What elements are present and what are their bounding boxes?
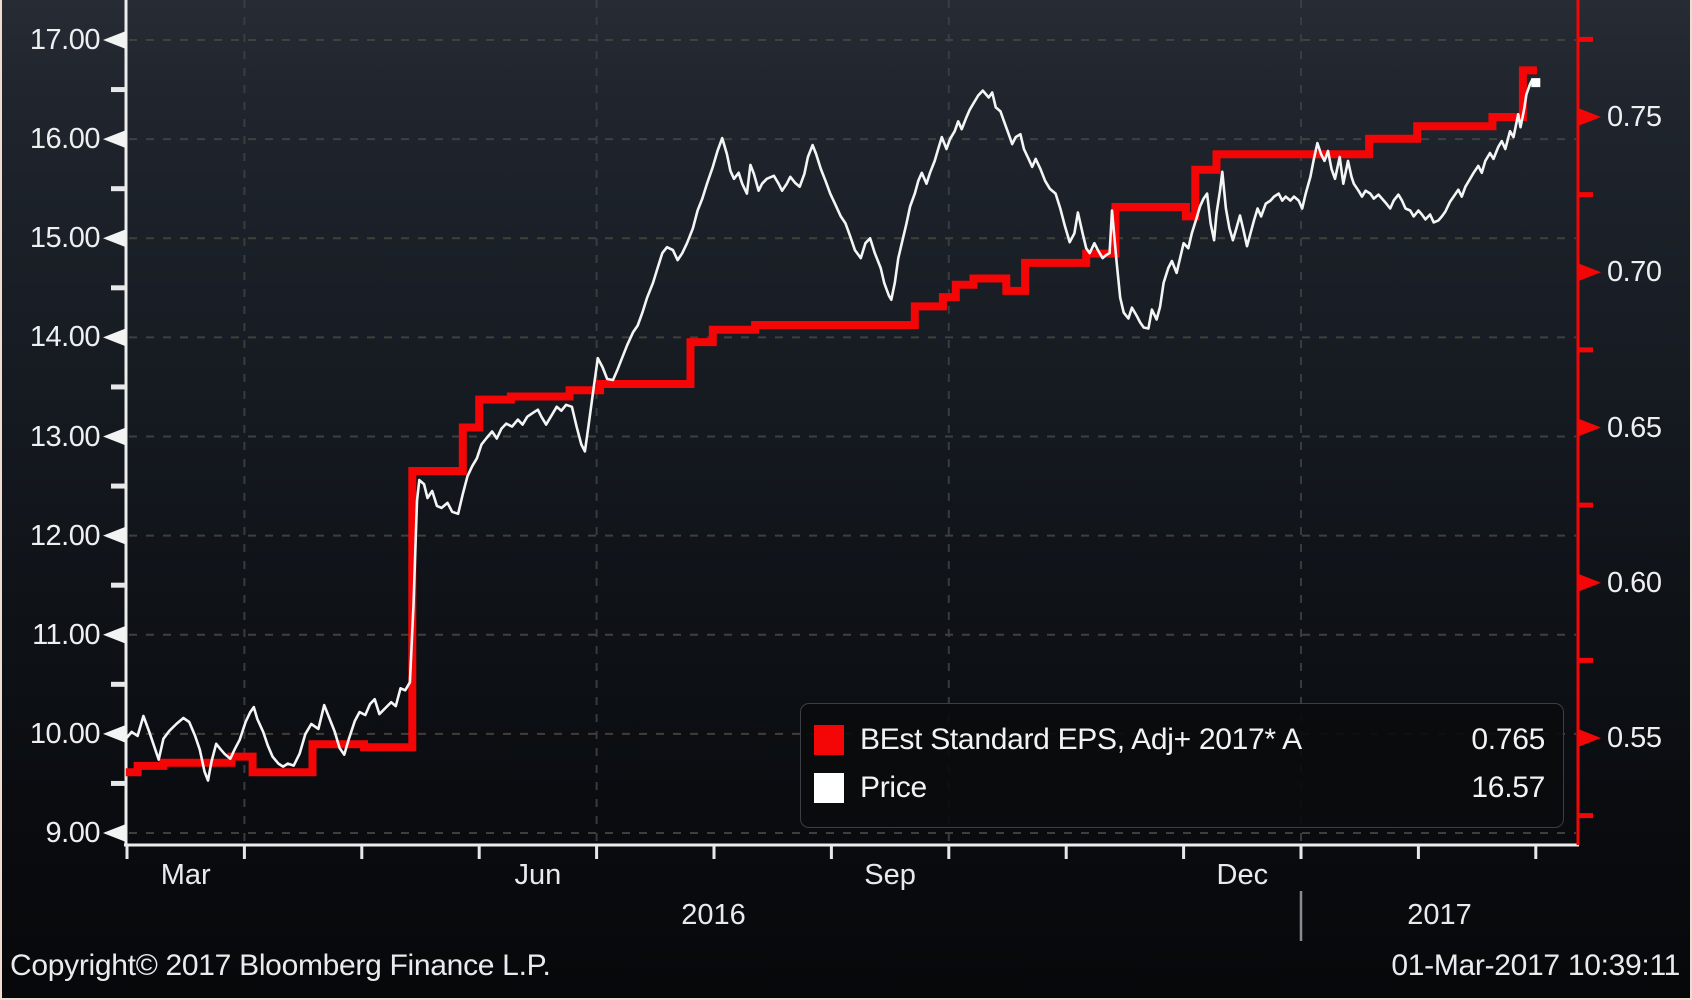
right-axis-minor-tick <box>1578 657 1593 663</box>
legend: BEst Standard EPS, Adj+ 2017* A 0.765 Pr… <box>800 703 1564 828</box>
price-line <box>124 78 1538 782</box>
eps-series-swatch <box>814 725 844 755</box>
left-axis-arrow <box>103 31 126 49</box>
left-axis-arrow <box>103 824 126 842</box>
left-axis-arrow <box>103 625 126 644</box>
price-series-swatch <box>814 773 844 803</box>
right-axis-minor-tick <box>1578 36 1593 42</box>
copyright-text: Copyright© 2017 Bloomberg Finance L.P. <box>10 949 551 982</box>
right-axis-arrow <box>1578 729 1601 747</box>
price-series-label: Price <box>860 771 927 804</box>
right-axis-minor-tick <box>1578 192 1593 198</box>
right-axis-minor-tick <box>1578 813 1593 819</box>
left-axis-minor-tick <box>111 384 126 390</box>
left-axis-arrow <box>103 427 126 446</box>
timestamp-text: 01-Mar-2017 10:39:11 <box>1391 949 1680 982</box>
left-axis-minor-tick <box>111 582 126 588</box>
left-axis-arrow <box>103 328 126 347</box>
right-axis-arrow <box>1578 263 1601 282</box>
price-last-dot <box>1531 78 1541 88</box>
left-axis-minor-tick <box>111 285 126 291</box>
eps-line <box>125 66 1537 777</box>
eps-series-label: BEst Standard EPS, Adj+ 2017* A <box>860 723 1302 756</box>
left-axis-minor-tick <box>111 681 126 687</box>
left-axis-arrow <box>103 130 126 149</box>
left-axis-minor-tick <box>111 483 126 489</box>
left-axis-arrow <box>103 724 126 743</box>
left-axis-arrow <box>103 229 126 248</box>
right-axis-arrow <box>1578 573 1601 592</box>
legend-row-price: Price 16.57 <box>814 764 1547 812</box>
left-axis-minor-tick <box>111 186 126 192</box>
right-axis-minor-tick <box>1578 347 1593 353</box>
left-axis-minor-tick <box>111 87 126 93</box>
eps-series-value: 0.765 <box>1471 723 1545 756</box>
right-axis-arrow <box>1578 418 1601 437</box>
price-series-value: 16.57 <box>1471 771 1545 804</box>
right-axis-arrow <box>1578 108 1601 126</box>
right-axis-minor-tick <box>1578 502 1593 508</box>
left-axis-arrow <box>103 526 126 545</box>
left-axis-minor-tick <box>111 780 126 786</box>
legend-row-eps: BEst Standard EPS, Adj+ 2017* A 0.765 <box>814 716 1547 764</box>
